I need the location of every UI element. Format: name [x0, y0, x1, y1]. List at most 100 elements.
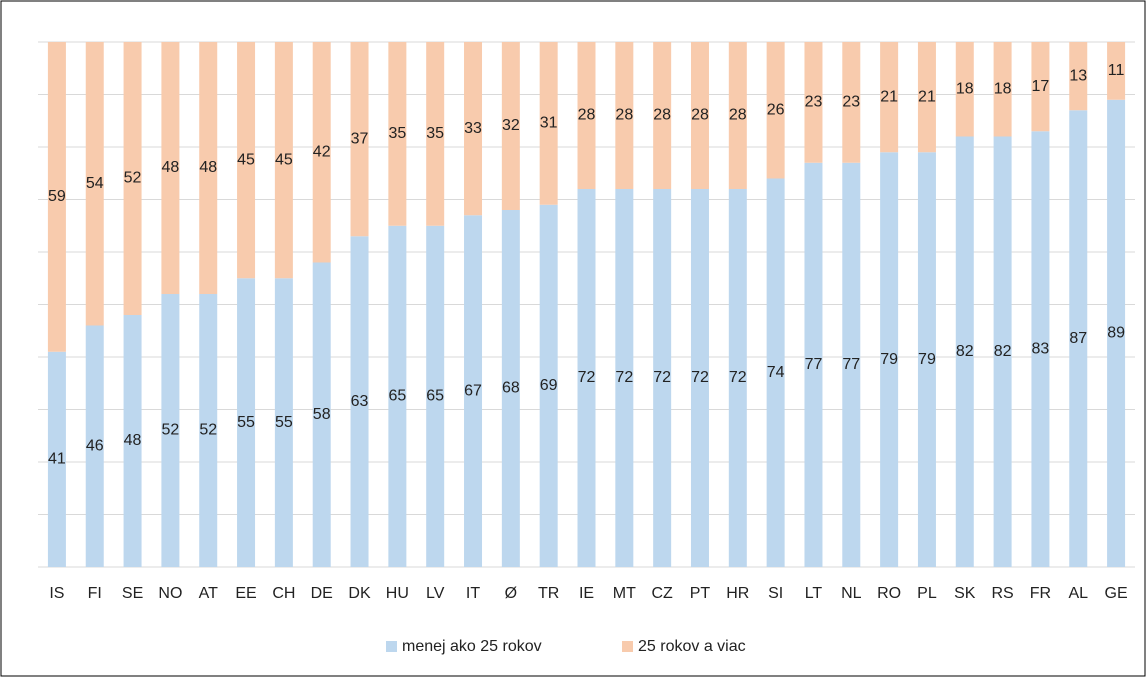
data-label: 31 — [540, 115, 558, 132]
bar-segment — [728, 42, 747, 189]
data-label: 72 — [653, 369, 671, 386]
data-label: 52 — [124, 170, 142, 187]
x-tick-label: Ø — [505, 585, 517, 602]
data-label: 59 — [48, 188, 66, 205]
data-label: 32 — [502, 117, 520, 134]
x-tick-label: LV — [426, 585, 445, 602]
data-label: 41 — [48, 451, 66, 468]
bar-segment — [237, 278, 256, 567]
x-tick-label: HU — [386, 585, 409, 602]
data-label: 48 — [161, 159, 179, 176]
bar-segment — [804, 162, 823, 567]
bar-segment — [993, 42, 1012, 137]
bar-segment — [388, 42, 407, 226]
data-label: 79 — [880, 351, 898, 368]
data-label: 72 — [615, 369, 633, 386]
data-label: 21 — [918, 88, 936, 105]
data-label: 35 — [426, 125, 444, 142]
data-label: 28 — [578, 107, 596, 124]
bar-segment — [615, 42, 634, 189]
data-label: 26 — [767, 101, 785, 118]
data-label: 69 — [540, 377, 558, 394]
data-label: 55 — [237, 414, 255, 431]
data-label: 83 — [1032, 340, 1050, 357]
legend-label: 25 rokov a viac — [638, 638, 746, 655]
bar-segment — [690, 189, 709, 567]
x-tick-label: SE — [122, 585, 143, 602]
data-label: 45 — [275, 151, 293, 168]
data-label: 77 — [842, 356, 860, 373]
data-label: 89 — [1107, 325, 1125, 342]
bar-segment — [993, 136, 1012, 567]
x-tick-label: HR — [726, 585, 749, 602]
x-tick-label: AT — [199, 585, 218, 602]
data-label: 67 — [464, 382, 482, 399]
bar-segment — [880, 42, 899, 153]
bar-segment — [501, 42, 520, 210]
data-label: 46 — [86, 437, 104, 454]
data-label: 65 — [388, 388, 406, 405]
bar-segment — [955, 42, 974, 137]
bar-segment — [312, 262, 331, 567]
bar-segment — [464, 215, 483, 567]
data-label: 45 — [237, 151, 255, 168]
bar-segment — [350, 236, 369, 567]
bar-segment — [426, 225, 445, 567]
bar-segment — [842, 162, 861, 567]
data-label: 82 — [994, 343, 1012, 360]
bar-segment — [1069, 42, 1088, 111]
x-tick-label: IS — [49, 585, 64, 602]
data-label: 55 — [275, 414, 293, 431]
x-tick-label: TR — [538, 585, 559, 602]
x-tick-label: SI — [768, 585, 783, 602]
bar-segment — [690, 42, 709, 189]
data-label: 11 — [1108, 62, 1125, 79]
x-tick-label: FR — [1030, 585, 1051, 602]
data-label: 82 — [956, 343, 974, 360]
data-label: 52 — [199, 422, 217, 439]
data-label: 58 — [313, 406, 331, 423]
x-tick-label: IT — [466, 585, 480, 602]
bar-segment — [274, 278, 293, 567]
bar-segment — [539, 42, 558, 205]
data-label: 79 — [918, 351, 936, 368]
bar-segment — [123, 315, 142, 567]
bar-segment — [312, 42, 331, 263]
data-label: 23 — [805, 94, 823, 111]
bar-segment — [426, 42, 445, 226]
x-tick-label: MT — [613, 585, 636, 602]
bar-segment — [1069, 110, 1088, 567]
bar-segment — [842, 42, 861, 163]
x-tick-label: CH — [272, 585, 295, 602]
bar-segment — [47, 42, 66, 352]
bar-segment — [880, 152, 899, 567]
bar-segment — [917, 152, 936, 567]
bar-segment — [350, 42, 369, 237]
data-label: 48 — [199, 159, 217, 176]
bar-segment — [47, 351, 66, 567]
x-tick-label: AL — [1068, 585, 1088, 602]
data-label: 21 — [880, 88, 898, 105]
bar-segment — [161, 42, 180, 294]
data-label: 54 — [86, 175, 104, 192]
bar-segment — [1031, 131, 1050, 567]
data-label: 72 — [578, 369, 596, 386]
data-label: 28 — [729, 107, 747, 124]
data-label: 18 — [956, 80, 974, 97]
bar-segment — [161, 294, 180, 567]
bar-segment — [274, 42, 293, 279]
data-label: 63 — [351, 393, 369, 410]
bar-segment — [577, 42, 596, 189]
x-tick-label: EE — [235, 585, 256, 602]
data-label: 35 — [388, 125, 406, 142]
bar-segment — [539, 204, 558, 567]
bar-segment — [766, 42, 785, 179]
data-label: 48 — [124, 432, 142, 449]
bar-segment — [123, 42, 142, 315]
data-label: 28 — [691, 107, 709, 124]
legend-swatch — [622, 641, 633, 652]
bar-segment — [653, 189, 672, 567]
bar-segment — [1107, 42, 1126, 100]
